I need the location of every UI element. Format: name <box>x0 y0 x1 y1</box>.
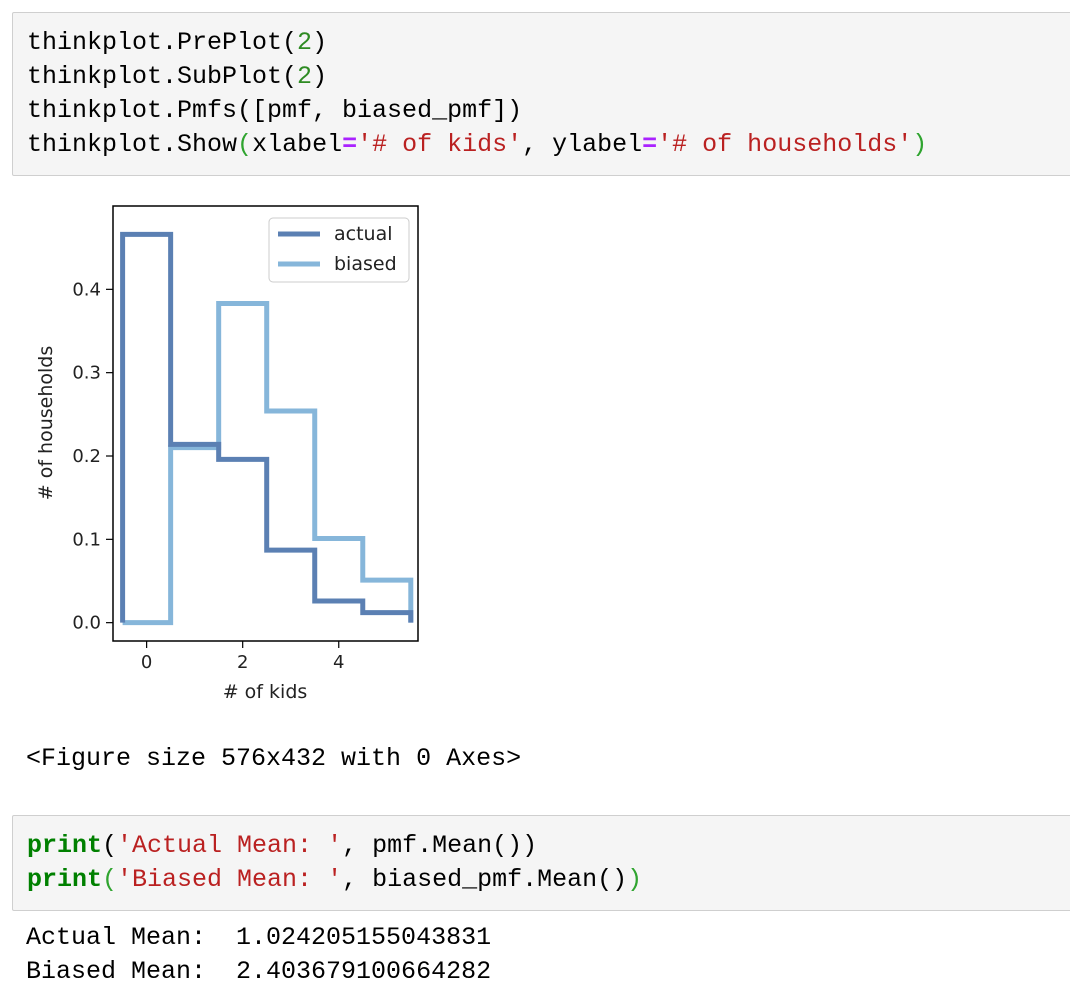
code-line: thinkplot.PrePlot(2) <box>27 26 1067 60</box>
code-line: thinkplot.SubPlot(2) <box>27 60 1067 94</box>
output-biased-mean: Biased Mean: 2.403679100664282 <box>26 957 492 986</box>
legend-label-actual: actual <box>334 223 393 245</box>
code-token: , biased_pmf.Mean() <box>342 865 628 894</box>
code-line: thinkplot.Show(xlabel='# of kids', ylabe… <box>27 128 1067 162</box>
code-token: ) <box>627 865 643 894</box>
figure-size-output: <Figure size 576x432 with 0 Axes> <box>26 744 522 773</box>
y-tick-label: 0.2 <box>72 446 101 467</box>
code-token: 'Actual Mean: ' <box>117 831 343 860</box>
code-token: thinkplot.SubPlot( <box>27 62 298 91</box>
x-tick-label: 0 <box>141 652 152 673</box>
x-tick-label: 4 <box>333 652 344 673</box>
code-token: thinkplot.PrePlot( <box>27 28 298 57</box>
code-token: ) <box>312 28 328 57</box>
y-tick-label: 0.1 <box>72 529 101 550</box>
output-actual-mean: Actual Mean: 1.024205155043831 <box>26 923 492 952</box>
legend: actual biased <box>268 217 410 283</box>
code-token: ) <box>312 62 328 91</box>
code-line: print('Actual Mean: ', pmf.Mean()) <box>27 829 1067 863</box>
code-token: thinkplot.Show <box>27 130 238 159</box>
code-line: thinkplot.Pmfs([pmf, biased_pmf]) <box>27 94 1067 128</box>
x-tick-label: 2 <box>237 652 248 673</box>
plot-frame <box>112 205 419 642</box>
axis-layer: 0 2 4 0.0 0.1 0.2 0.3 0.4 <box>72 279 344 673</box>
code-token: 2 <box>297 28 313 57</box>
series-actual-line <box>120 231 414 623</box>
code-token: print <box>27 865 103 894</box>
code-token: print <box>27 831 103 860</box>
y-tick-label: 0.3 <box>72 363 101 384</box>
code-cell-print[interactable]: print('Actual Mean: ', pmf.Mean()) print… <box>12 815 1070 911</box>
code-token: ( <box>102 865 118 894</box>
pmf-step-chart: 0 2 4 0.0 0.1 0.2 0.3 0.4 # of kids # of househ… <box>35 205 419 703</box>
code-token: , pmf.Mean()) <box>342 831 538 860</box>
y-tick-label: 0.0 <box>72 613 101 634</box>
y-axis-label: # of households <box>35 346 57 501</box>
x-axis-label: # of kids <box>223 681 308 703</box>
code-token: = <box>642 130 658 159</box>
code-token: = <box>342 130 358 159</box>
code-token: '# of kids' <box>357 130 523 159</box>
code-line: print('Biased Mean: ', biased_pmf.Mean()… <box>27 863 1067 897</box>
code-cell-plot[interactable]: thinkplot.PrePlot(2) thinkplot.SubPlot(2… <box>12 12 1070 176</box>
series-biased-line <box>122 301 414 626</box>
code-token: xlabel <box>252 130 343 159</box>
code-token: 'Biased Mean: ' <box>117 865 343 894</box>
code-token: '# of households' <box>657 130 913 159</box>
code-token: ) <box>912 130 928 159</box>
code-token: 2 <box>297 62 313 91</box>
code-token: ( <box>237 130 253 159</box>
y-tick-label: 0.4 <box>72 279 101 300</box>
series-layer <box>120 231 414 626</box>
code-token: thinkplot.Pmfs([pmf, biased_pmf]) <box>27 96 523 125</box>
code-token: , ylabel <box>522 130 643 159</box>
legend-label-biased: biased <box>334 253 397 275</box>
code-token: ( <box>102 831 118 860</box>
